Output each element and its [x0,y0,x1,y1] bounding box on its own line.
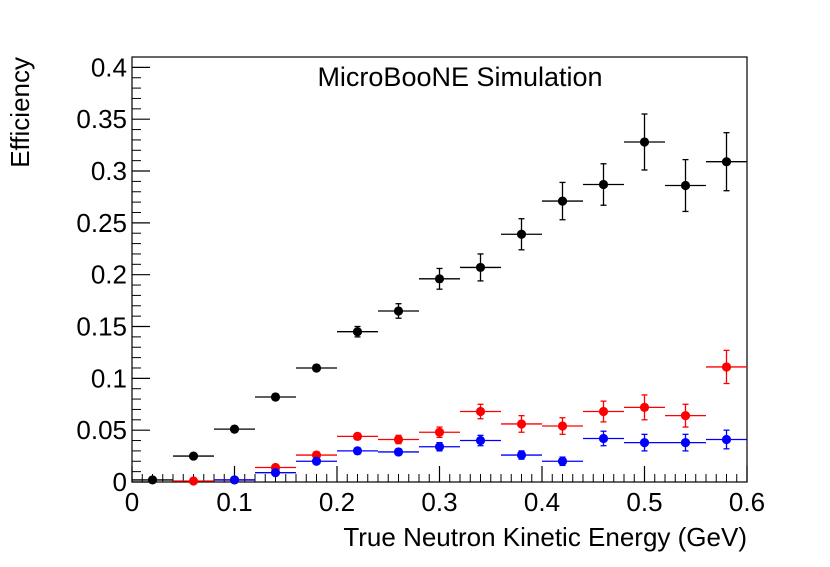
y-tick-label: 0.4 [91,52,127,82]
data-point [516,229,527,239]
data-point [270,468,281,478]
data-point [639,438,650,448]
data-point [229,424,240,434]
data-point [639,402,650,412]
data-point [721,362,732,372]
data-point [229,475,240,485]
data-point [598,406,609,417]
data-point [188,476,199,486]
chart-title: MicroBooNE Simulation [317,62,602,92]
x-axis-title: True Neutron Kinetic Energy (GeV) [343,522,747,552]
x-tick-label: 0 [125,487,139,517]
data-point [188,451,199,461]
data-layer [132,113,747,486]
x-tick-label: 0.3 [421,487,457,517]
data-point [598,179,609,190]
axis-tick-labels: 0 0.1 0.2 0.3 0.4 0.5 0.6 0 0.05 0.1 0.15 0.2 0.25 0.… [76,52,765,517]
data-series [132,113,747,485]
data-point [475,406,486,417]
data-point [680,438,691,448]
data-point [475,262,486,273]
data-point [680,180,691,191]
y-tick-label: 0.15 [76,312,127,342]
data-point [557,421,568,431]
y-tick-label: 0 [113,467,127,497]
data-point [721,434,732,445]
y-tick-label: 0.1 [91,363,127,393]
data-point [352,431,363,441]
y-axis-title: Efficiency [5,57,35,168]
data-point [393,447,404,457]
x-tick-label: 0.1 [216,487,252,517]
y-tick-label: 0.2 [91,260,127,290]
data-point [434,427,445,437]
y-tick-label: 0.25 [76,208,127,238]
data-point [434,442,445,452]
data-series [214,429,747,485]
data-point [639,137,650,147]
data-series [173,349,747,486]
data-point [721,157,732,167]
data-point [516,419,527,429]
x-tick-label: 0.5 [626,487,662,517]
x-tick-label: 0.4 [524,487,560,517]
data-point [598,433,609,444]
data-point [680,411,691,421]
data-point [352,327,363,337]
y-tick-label: 0.05 [76,415,127,445]
data-point [352,446,363,456]
data-point [393,434,404,445]
data-point [434,274,445,284]
data-point [393,306,404,316]
data-point [311,456,322,466]
x-tick-label: 0.6 [729,487,765,517]
y-tick-label: 0.35 [76,104,127,134]
data-point [557,196,568,206]
y-tick-label: 0.3 [91,156,127,186]
data-point [147,475,158,485]
data-point [516,450,527,460]
x-tick-label: 0.2 [319,487,355,517]
data-point [557,456,568,466]
data-point [475,435,486,446]
data-point [311,363,322,373]
data-point [270,392,281,402]
